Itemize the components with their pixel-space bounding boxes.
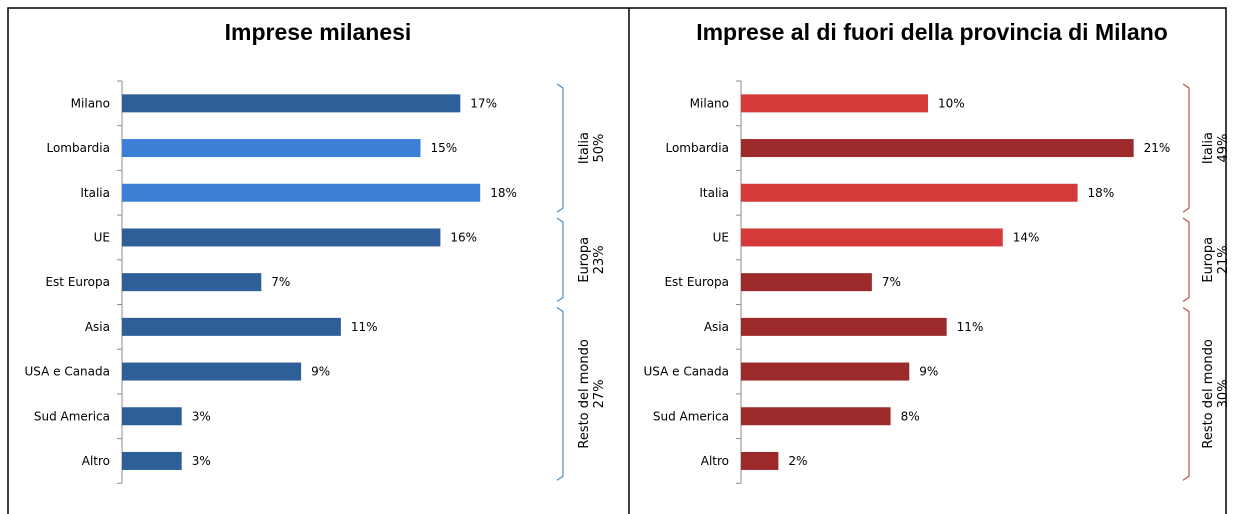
bar [122,407,182,426]
bar [741,362,910,381]
bar [122,139,421,158]
bar [741,317,947,336]
data-label: 10% [938,96,965,110]
data-label: 18% [1088,186,1115,200]
data-label: 7% [882,275,901,289]
bar [122,451,182,470]
bar [741,228,1003,247]
bar [741,183,1078,202]
category-label: UE [94,230,110,244]
bar [741,139,1134,158]
group-label: Europa [577,237,592,283]
group-label: Italia [577,132,592,164]
group-label: Resto del mondo [577,339,592,449]
outer-frame [7,7,1227,514]
group-value: 23% [592,245,607,274]
category-label: Milano [690,96,729,110]
group-bracket [1182,307,1190,481]
chart-panel-2: Imprese al di fuori della provincia di M… [643,19,1231,484]
data-label: 16% [450,230,477,244]
data-label: 14% [1013,230,1040,244]
category-label: Est Europa [45,275,110,289]
group-bracket [1182,217,1190,302]
data-label: 15% [431,141,458,155]
data-label: 17% [470,96,497,110]
bar [122,273,262,292]
bar [122,317,341,336]
group-bracket [556,83,564,213]
group-value: 50% [592,134,607,163]
category-label: UE [713,230,729,244]
category-label: Lombardia [46,141,110,155]
category-label: Altro [701,454,729,468]
data-label: 9% [311,365,330,379]
category-label: USA e Canada [643,365,729,379]
bar [122,94,461,113]
category-label: Est Europa [664,275,729,289]
data-label: 7% [271,275,290,289]
chart-panel-1: Imprese milanesi Milano 17% Lombardia 15% Ita… [24,19,607,484]
category-label: USA e Canada [24,365,110,379]
category-label: Sud America [653,409,729,423]
data-label: 3% [192,409,211,423]
chart-title: Imprese al di fuori della provincia di M… [696,19,1168,45]
bar [122,362,302,381]
category-label: Italia [80,186,110,200]
category-label: Asia [85,320,110,334]
category-label: Lombardia [665,141,729,155]
group-bracket [556,217,564,302]
data-label: 11% [957,320,984,334]
data-label: 8% [901,409,920,423]
group-bracket [556,307,564,481]
bar [122,183,481,202]
group-value: 30% [1216,379,1231,408]
bar [741,94,928,113]
data-label: 9% [919,365,938,379]
group-label: Resto del mondo [1201,339,1216,449]
group-value: 21% [1216,245,1231,274]
group-value: 27% [592,379,607,408]
category-label: Asia [704,320,729,334]
category-label: Altro [82,454,110,468]
chart-title: Imprese milanesi [225,19,412,45]
data-label: 3% [192,454,211,468]
bar [741,451,779,470]
group-label: Europa [1201,237,1216,283]
category-label: Milano [71,96,110,110]
bar [741,273,872,292]
data-label: 21% [1144,141,1171,155]
category-label: Italia [699,186,729,200]
data-label: 2% [788,454,807,468]
group-bracket [1182,83,1190,213]
data-label: 18% [490,186,517,200]
group-value: 49% [1216,134,1231,163]
bar [122,228,441,247]
data-label: 11% [351,320,378,334]
group-label: Italia [1201,132,1216,164]
bar [741,407,891,426]
category-label: Sud America [34,409,110,423]
